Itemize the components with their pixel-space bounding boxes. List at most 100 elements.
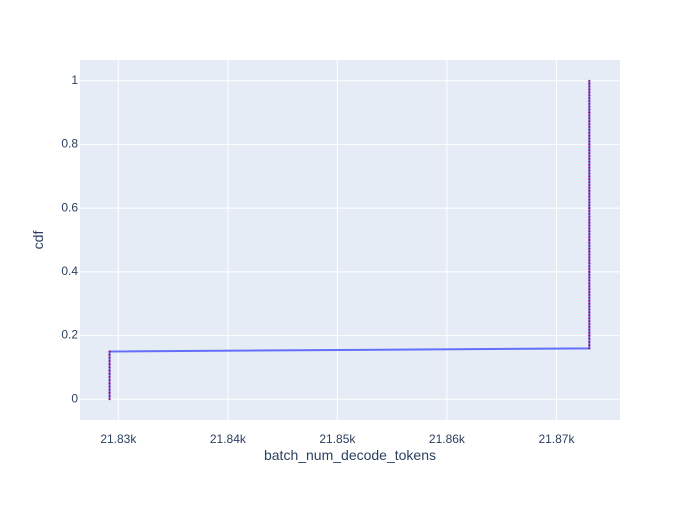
cdf-marker	[588, 294, 591, 297]
x-tick-label: 21.83k	[100, 432, 137, 446]
cdf-marker	[588, 221, 591, 224]
cdf-marker	[588, 233, 591, 236]
cdf-marker	[588, 131, 591, 134]
cdf-marker	[588, 322, 591, 325]
cdf-marker	[588, 195, 591, 198]
cdf-marker	[588, 267, 591, 270]
cdf-marker	[588, 178, 591, 181]
cdf-marker	[588, 285, 591, 288]
cdf-marker	[588, 276, 591, 279]
cdf-marker	[588, 347, 591, 350]
x-tick-labels: 21.83k 21.84k 21.85k 21.86k 21.87k	[100, 432, 575, 446]
cdf-marker	[588, 256, 591, 259]
cdf-marker	[588, 82, 591, 85]
cdf-marker	[588, 97, 591, 100]
cdf-marker	[588, 160, 591, 163]
cdf-marker	[588, 279, 591, 282]
cdf-marker	[588, 311, 591, 314]
y-tick-label: 0.8	[61, 137, 78, 151]
cdf-marker	[588, 157, 591, 160]
cdf-marker	[588, 227, 591, 230]
cdf-marker	[588, 172, 591, 175]
cdf-marker	[588, 317, 591, 320]
y-tick-label: 0.2	[61, 328, 78, 342]
cdf-marker	[588, 273, 591, 276]
cdf-marker	[108, 369, 111, 372]
cdf-marker	[588, 236, 591, 239]
cdf-marker	[588, 140, 591, 143]
cdf-marker	[108, 350, 111, 353]
cdf-marker	[108, 356, 111, 359]
cdf-marker	[588, 259, 591, 262]
cdf-marker	[588, 128, 591, 131]
plot-area	[80, 60, 620, 420]
cdf-marker	[588, 302, 591, 305]
cdf-marker	[588, 117, 591, 120]
cdf-marker	[588, 123, 591, 126]
cdf-marker	[588, 102, 591, 105]
cdf-marker	[588, 215, 591, 218]
cdf-marker	[588, 270, 591, 273]
cdf-marker	[588, 126, 591, 129]
cdf-marker	[588, 291, 591, 294]
cdf-marker	[588, 288, 591, 291]
cdf-marker	[588, 262, 591, 265]
cdf-marker	[108, 382, 111, 385]
cdf-marker	[108, 366, 111, 369]
cdf-marker	[588, 344, 591, 347]
cdf-marker	[588, 181, 591, 184]
cdf-marker	[588, 299, 591, 302]
cdf-marker	[108, 398, 111, 401]
cdf-markers	[108, 79, 591, 401]
y-tick-label: 0.6	[61, 200, 78, 214]
cdf-marker	[588, 328, 591, 331]
cdf-marker	[588, 239, 591, 241]
cdf-marker	[108, 395, 111, 398]
cdf-marker	[588, 308, 591, 311]
cdf-marker	[588, 88, 591, 91]
cdf-marker	[588, 230, 591, 233]
x-axis-title: batch_num_decode_tokens	[264, 447, 436, 463]
cdf-marker	[588, 163, 591, 166]
cdf-marker	[588, 340, 591, 343]
cdf-marker	[588, 85, 591, 88]
cdf-marker	[108, 375, 111, 378]
cdf-marker	[108, 391, 111, 394]
cdf-marker	[588, 175, 591, 178]
cdf-marker	[588, 224, 591, 227]
cdf-marker	[588, 192, 591, 195]
cdf-marker	[588, 210, 591, 213]
cdf-marker	[588, 146, 591, 149]
cdf-marker	[108, 353, 111, 356]
y-tick-label: 1	[71, 73, 78, 87]
cdf-marker	[588, 149, 591, 152]
cdf-marker	[588, 114, 591, 117]
y-gridlines	[80, 80, 620, 400]
y-tick-labels: 0 0.2 0.4 0.6 0.8 1	[61, 73, 78, 406]
cdf-marker	[588, 99, 591, 102]
cdf-marker	[588, 247, 591, 250]
cdf-marker	[588, 334, 591, 337]
cdf-marker	[108, 363, 111, 366]
y-tick-label: 0.4	[61, 264, 78, 278]
cdf-marker	[588, 137, 591, 140]
cdf-marker	[588, 108, 591, 111]
cdf-marker	[588, 79, 591, 82]
cdf-marker	[588, 325, 591, 328]
x-tick-label: 21.85k	[319, 432, 356, 446]
cdf-marker	[588, 143, 591, 146]
cdf-marker	[588, 212, 591, 215]
x-tick-label: 21.86k	[429, 432, 466, 446]
cdf-marker	[588, 320, 591, 323]
cdf-marker	[588, 134, 591, 137]
cdf-marker	[588, 241, 591, 244]
cdf-marker	[588, 198, 591, 201]
cdf-marker	[588, 337, 591, 340]
cdf-marker	[588, 253, 591, 256]
y-axis-title: cdf	[30, 231, 46, 250]
cdf-marker	[588, 91, 591, 94]
cdf-marker	[588, 111, 591, 114]
cdf-marker	[588, 305, 591, 308]
y-tick-label: 0	[71, 391, 78, 405]
